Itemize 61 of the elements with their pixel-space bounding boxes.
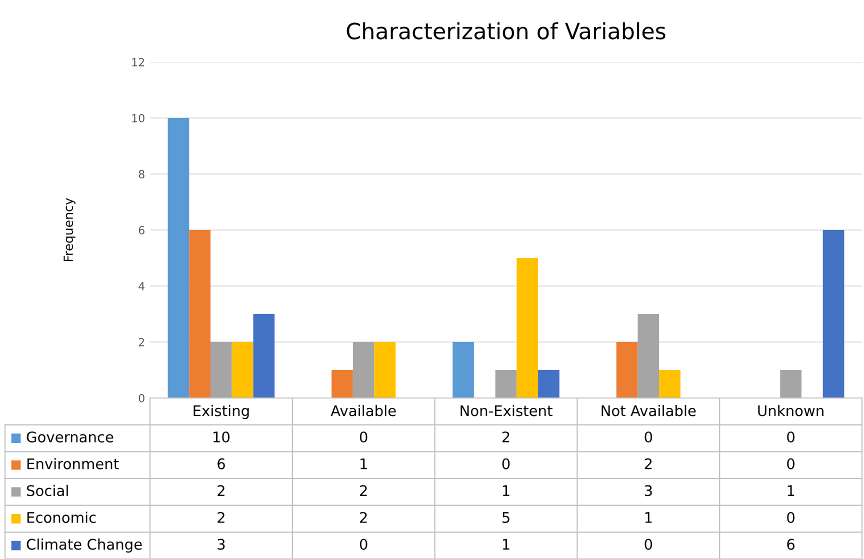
data-label: 0	[787, 431, 794, 442]
data-label: 0	[360, 431, 368, 442]
bar	[616, 342, 638, 398]
y-tick-label: 12	[132, 58, 144, 66]
chart-title: Characterization of Variables	[346, 22, 666, 40]
y-tick-label: 8	[138, 170, 144, 178]
data-label: 2	[360, 485, 367, 496]
x-tick-label: Non-Existent	[460, 404, 552, 416]
data-label: 1	[502, 538, 510, 550]
data-label: 1	[788, 485, 794, 496]
bar	[253, 314, 275, 398]
data-label: 2	[218, 512, 224, 523]
bar	[189, 230, 211, 398]
bar	[210, 342, 232, 398]
data-label: 10	[214, 431, 230, 442]
legend-label: Economic	[27, 512, 96, 523]
data-label: 6	[218, 458, 225, 470]
data-label: 0	[644, 538, 652, 550]
data-label: 2	[502, 431, 510, 442]
y-tick-label: 10	[132, 114, 144, 122]
bar	[780, 370, 802, 398]
x-tick-label: Unknown	[758, 404, 824, 416]
legend-label: Governance	[26, 431, 114, 442]
y-tick-label: 0	[138, 394, 144, 402]
bar	[822, 230, 844, 398]
x-tick-label: Existing	[194, 404, 249, 420]
bar	[332, 370, 353, 398]
bar	[516, 258, 538, 398]
bar	[374, 342, 396, 398]
data-label: 2	[360, 512, 367, 523]
legend-label: Social	[26, 484, 68, 496]
data-label: 0	[360, 538, 368, 550]
data-label: 2	[644, 458, 652, 470]
data-label: 2	[218, 485, 224, 496]
data-label: 1	[645, 512, 652, 523]
legend-label: Environment	[27, 458, 119, 470]
y-tick-label: 6	[138, 226, 144, 234]
x-tick-label: Available	[330, 404, 396, 416]
bar	[638, 314, 660, 398]
data-label: 3	[644, 485, 652, 496]
bar	[232, 342, 254, 398]
data-label: 1	[502, 485, 510, 496]
data-label: 0	[644, 431, 652, 442]
data-label: 3	[218, 538, 225, 550]
x-tick-label: Not Available	[602, 404, 696, 416]
data-label: 0	[787, 458, 794, 470]
bar	[452, 342, 474, 398]
data-label: 5	[502, 512, 510, 523]
bar	[659, 370, 680, 398]
data-label: 6	[787, 538, 795, 550]
data-label: 1	[360, 458, 367, 470]
y-tick-label: 2	[138, 338, 144, 346]
y-axis-title: Frequency	[64, 198, 76, 262]
bar	[352, 342, 374, 398]
y-tick-label: 4	[138, 282, 145, 290]
data-label: 0	[502, 458, 510, 470]
bar	[538, 370, 560, 398]
data-label: 0	[787, 512, 794, 523]
bar	[495, 370, 517, 398]
bar	[168, 118, 190, 398]
legend-label: Climate Change	[26, 538, 142, 553]
